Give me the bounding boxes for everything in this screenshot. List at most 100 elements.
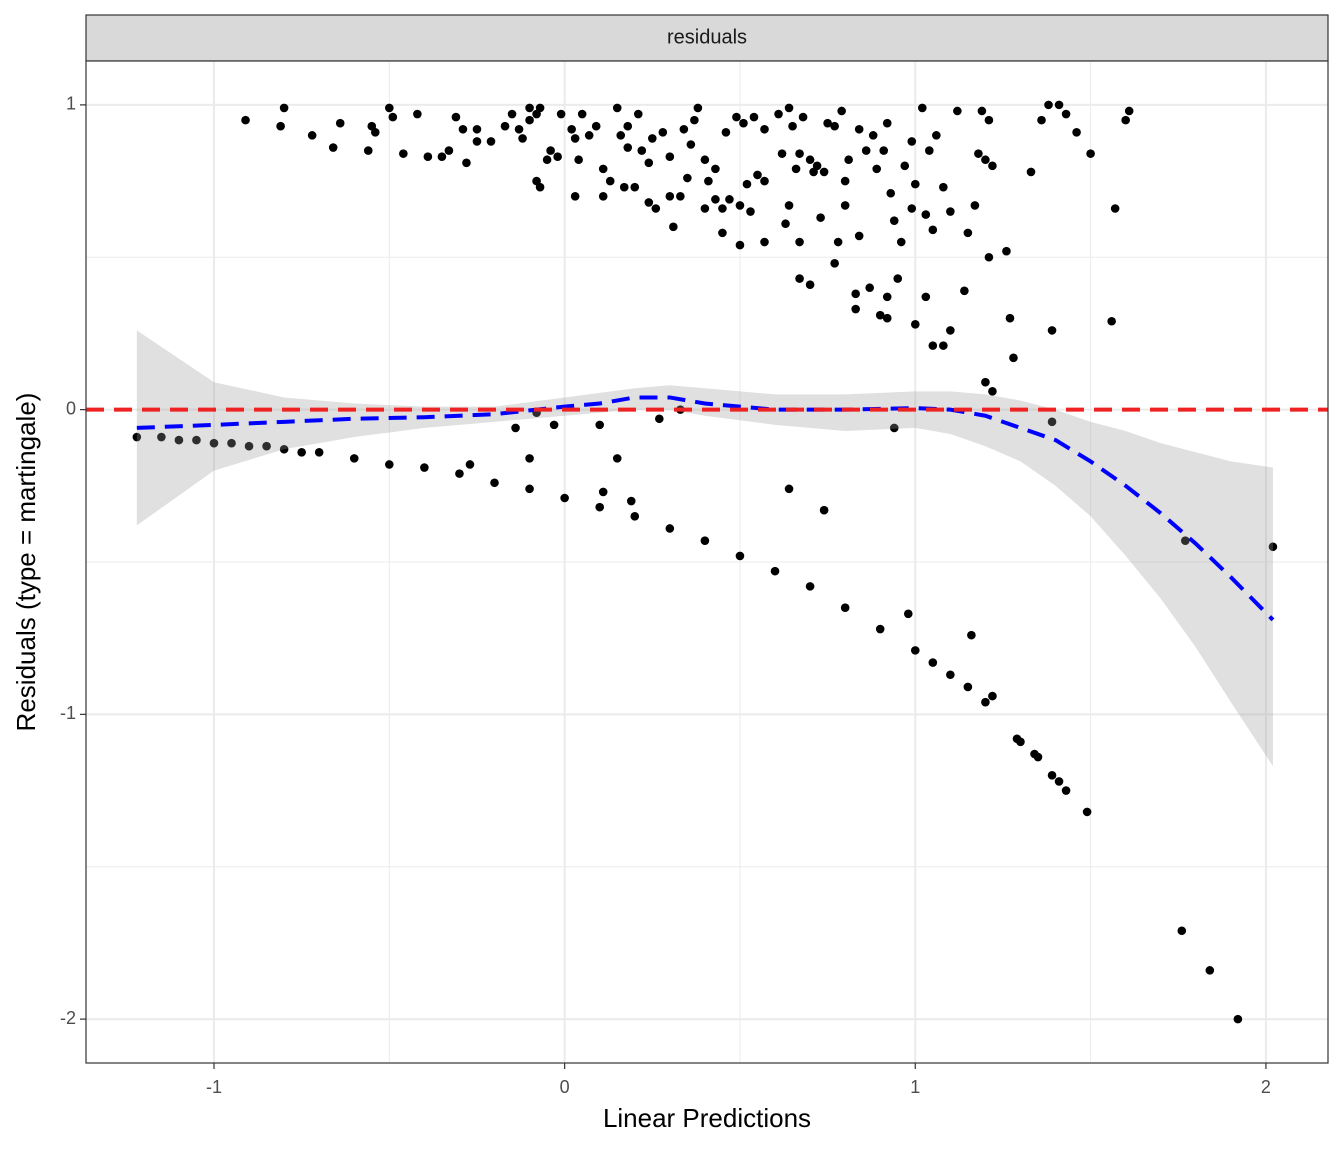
point (595, 502, 605, 512)
point (535, 182, 545, 192)
point (458, 124, 468, 134)
point (549, 420, 559, 430)
point (746, 207, 755, 216)
point (577, 109, 587, 119)
point (616, 131, 626, 140)
point (1026, 167, 1036, 177)
point (1107, 316, 1116, 326)
y-tick-label: 1 (66, 94, 76, 114)
point (455, 469, 464, 478)
point (598, 164, 608, 174)
point (921, 292, 931, 302)
point (595, 420, 605, 430)
point (774, 109, 783, 119)
point (928, 225, 938, 235)
point (363, 146, 373, 155)
point (658, 128, 668, 137)
point (420, 463, 429, 472)
point (679, 124, 689, 134)
point (507, 109, 517, 119)
point (840, 201, 850, 210)
point (574, 155, 583, 165)
point (711, 164, 720, 174)
point (612, 103, 622, 113)
point (830, 121, 839, 131)
point (893, 274, 903, 283)
y-tick-label: 0 (66, 398, 76, 418)
point (700, 204, 710, 213)
point (735, 201, 745, 210)
point (686, 140, 696, 149)
point (812, 161, 822, 171)
point (882, 292, 892, 302)
point (1044, 100, 1053, 110)
point (735, 551, 745, 561)
point (770, 566, 780, 576)
point (851, 289, 860, 299)
confidence-band (136, 330, 1273, 767)
point (819, 505, 829, 515)
point (781, 219, 790, 229)
point (805, 280, 815, 289)
point (882, 313, 892, 323)
point (370, 128, 380, 137)
point (872, 164, 882, 174)
point (984, 115, 994, 125)
point (798, 112, 808, 122)
point (525, 454, 534, 463)
point (907, 204, 917, 213)
point (623, 121, 633, 131)
point (385, 460, 394, 469)
point (953, 106, 962, 116)
point (423, 152, 433, 161)
point (700, 536, 710, 545)
point (1180, 536, 1190, 545)
point (907, 137, 917, 146)
point (651, 204, 661, 213)
point (665, 524, 675, 533)
point (525, 103, 534, 113)
point (760, 237, 769, 247)
point (192, 435, 201, 445)
point (711, 195, 720, 204)
point (1016, 737, 1025, 747)
point (917, 103, 927, 113)
point (647, 134, 657, 143)
smooth-line (136, 395, 1275, 622)
x-tick-label: 1 (910, 1077, 920, 1097)
point (791, 164, 801, 174)
point (683, 173, 692, 183)
point (1054, 777, 1064, 786)
point (795, 149, 804, 158)
point (988, 161, 997, 171)
point (525, 484, 534, 494)
panel-border (85, 60, 1329, 1064)
point (795, 274, 804, 283)
point (1177, 926, 1187, 936)
point (307, 131, 317, 140)
point (399, 149, 408, 158)
point (854, 124, 864, 134)
point (753, 170, 762, 180)
point (928, 658, 938, 667)
point (977, 106, 987, 116)
point (437, 152, 447, 161)
point (963, 682, 973, 692)
point (1124, 106, 1134, 116)
point (279, 103, 289, 113)
point (1082, 807, 1092, 817)
point (840, 603, 850, 613)
point (833, 237, 843, 247)
point (889, 423, 899, 433)
point (598, 192, 608, 201)
point (795, 237, 804, 247)
point (974, 149, 983, 158)
point (546, 146, 555, 155)
point (967, 630, 976, 640)
x-tick-label: 2 (1261, 1077, 1271, 1097)
point (553, 152, 562, 161)
point (704, 176, 713, 186)
point (385, 103, 394, 113)
